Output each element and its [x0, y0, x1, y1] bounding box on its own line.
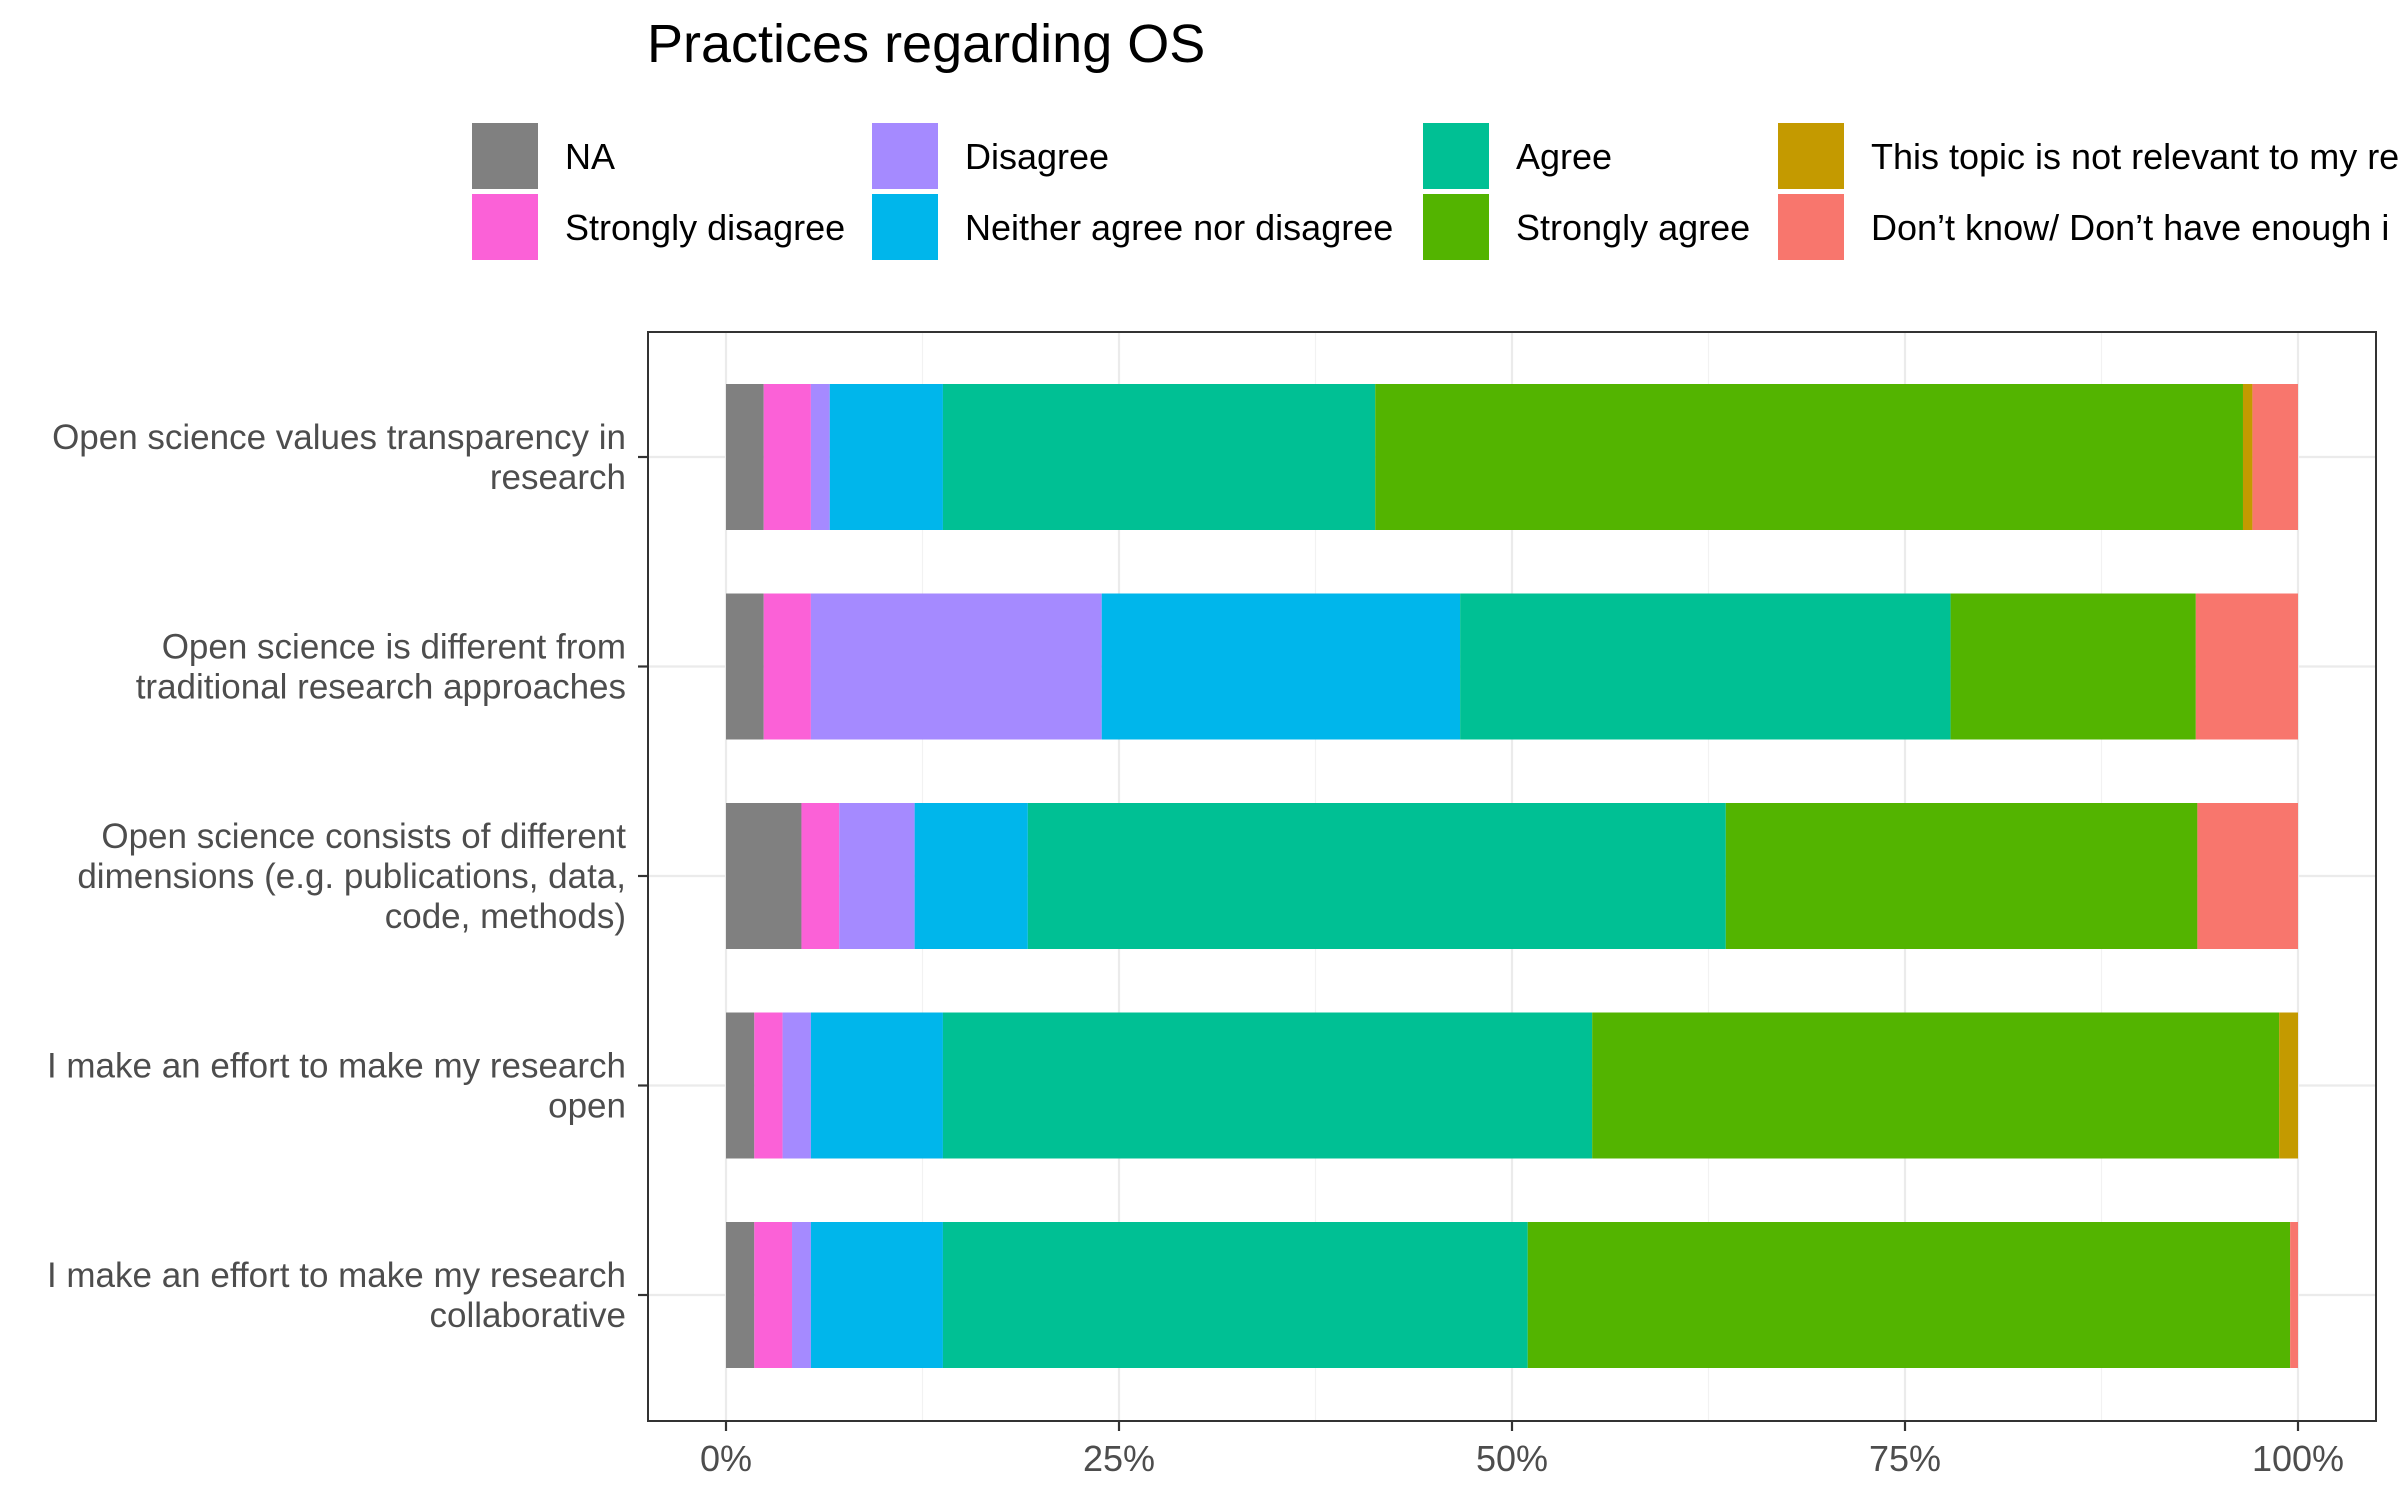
bar-strongly-agree-row-1	[1375, 384, 2243, 530]
legend-label-agree: Agree	[1516, 136, 1612, 177]
bar-this-topic-is-not-relevant-to-my-re-row-4	[2279, 1012, 2298, 1159]
bar-strongly-agree-row-2	[1950, 593, 2196, 740]
legend-label-don-t-know-don-t-have-enough-i: Don’t know/ Don’t have enough i	[1871, 207, 2389, 248]
category-label: Open science is different from traditiona…	[136, 628, 626, 707]
bar-na-row-2	[726, 593, 764, 740]
category-label: Open science consists of different dimens…	[77, 817, 626, 936]
chart-title: Practices regarding OS	[647, 14, 1205, 74]
x-tick-label: 100%	[2252, 1438, 2344, 1479]
legend-label-na: NA	[565, 136, 615, 177]
bar-disagree-row-4	[782, 1012, 811, 1159]
legend: NA Strongly disagree Disagree Neither agree…	[472, 123, 2399, 260]
legend-key-this-topic-is-not-relevant-to-my-re	[1778, 123, 1844, 189]
bar-na-row-3	[726, 803, 802, 949]
bar-don-t-know-don-t-have-enough-i-row-1	[2252, 384, 2298, 530]
bar-strongly-disagree-row-3	[801, 803, 840, 949]
legend-key-disagree	[872, 123, 938, 189]
category-label: Open science values transparency in resea…	[52, 418, 626, 497]
bar-strongly-agree-row-3	[1725, 803, 2198, 949]
bar-agree-row-4	[942, 1012, 1593, 1159]
x-tick-label: 25%	[1083, 1438, 1155, 1479]
bar-agree-row-3	[1027, 803, 1726, 949]
legend-label-neither-agree-nor-disagree: Neither agree nor disagree	[965, 207, 1393, 248]
bar-neither-agree-nor-disagree-row-2	[1101, 593, 1461, 740]
legend-key-strongly-disagree	[472, 194, 538, 260]
legend-key-agree	[1423, 123, 1489, 189]
bar-strongly-agree-row-4	[1592, 1012, 2280, 1159]
bar-neither-agree-nor-disagree-row-1	[829, 384, 943, 530]
bar-strongly-disagree-row-2	[763, 593, 811, 740]
bar-strongly-agree-row-5	[1527, 1222, 2291, 1368]
bar-neither-agree-nor-disagree-row-4	[810, 1012, 943, 1159]
bar-agree-row-5	[942, 1222, 1528, 1368]
bar-neither-agree-nor-disagree-row-3	[914, 803, 1028, 949]
bar-this-topic-is-not-relevant-to-my-re-row-1	[2242, 384, 2253, 530]
bar-strongly-disagree-row-1	[763, 384, 811, 530]
bar-agree-row-2	[1460, 593, 1951, 740]
bar-disagree-row-2	[810, 593, 1102, 740]
bar-na-row-5	[726, 1222, 755, 1368]
bar-strongly-disagree-row-5	[754, 1222, 793, 1368]
bar-agree-row-1	[942, 384, 1376, 530]
legend-label-disagree: Disagree	[965, 136, 1109, 177]
category-label: I make an effort to make my research open	[47, 1047, 626, 1126]
y-axis: Open science values transparency in resea…	[47, 418, 648, 1335]
legend-key-na	[472, 123, 538, 189]
legend-key-neither-agree-nor-disagree	[872, 194, 938, 260]
x-tick-label: 0%	[700, 1438, 752, 1479]
bar-disagree-row-1	[810, 384, 830, 530]
x-tick-label: 75%	[1869, 1438, 1941, 1479]
bar-strongly-disagree-row-4	[754, 1012, 783, 1159]
x-axis: 0% 25% 50% 75% 100%	[700, 1421, 2344, 1479]
legend-label-strongly-disagree: Strongly disagree	[565, 207, 845, 248]
bar-disagree-row-3	[839, 803, 915, 949]
x-tick-label: 50%	[1476, 1438, 1548, 1479]
legend-key-strongly-agree	[1423, 194, 1489, 260]
bars	[726, 384, 2298, 1368]
bar-neither-agree-nor-disagree-row-5	[810, 1222, 943, 1368]
bar-don-t-know-don-t-have-enough-i-row-5	[2290, 1222, 2298, 1368]
bar-disagree-row-5	[792, 1222, 811, 1368]
legend-label-strongly-agree: Strongly agree	[1516, 207, 1750, 248]
bar-na-row-4	[726, 1012, 755, 1159]
bar-na-row-1	[726, 384, 764, 530]
bar-don-t-know-don-t-have-enough-i-row-2	[2195, 593, 2298, 740]
category-label: I make an effort to make my research coll…	[47, 1256, 626, 1335]
legend-label-this-topic-is-not-relevant-to-my-re: This topic is not relevant to my re	[1871, 136, 2399, 177]
legend-key-don-t-know-don-t-have-enough-i	[1778, 194, 1844, 260]
bar-don-t-know-don-t-have-enough-i-row-3	[2197, 803, 2298, 949]
